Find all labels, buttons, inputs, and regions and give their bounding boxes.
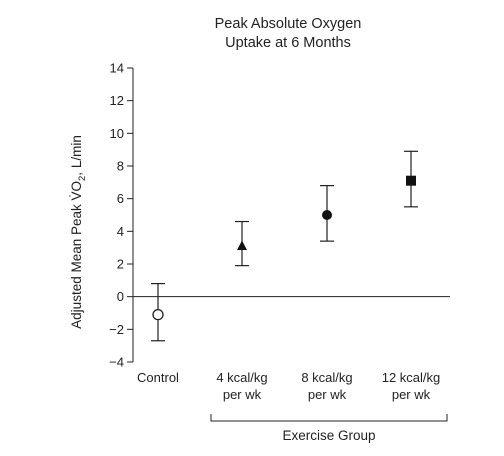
y-tick-label: −2: [109, 322, 124, 337]
data-point-square: [406, 175, 416, 186]
data-point-open-circle: [152, 308, 164, 321]
x-category-labels: Control 4 kcal/kg per wk 8 kcal/kg per wk 12 …: [137, 370, 440, 402]
x-category-label: per wk: [223, 387, 262, 402]
y-axis-label: Adjusted Mean Peak V̇O2, L/min: [69, 135, 88, 329]
y-tick-label: 4: [117, 224, 124, 239]
chart-title-line-1: Peak Absolute Oxygen: [215, 16, 362, 32]
y-tick-label: 14: [110, 61, 124, 76]
y-axis: −4 −2 0 2 4 6 8 10 12 14: [109, 61, 134, 370]
y-tick-label: −4: [109, 355, 124, 370]
y-axis-label-main: Adjusted Mean Peak V̇O: [69, 181, 84, 329]
y-axis-label-unit: , L/min: [69, 135, 84, 176]
data-points: [151, 150, 418, 342]
x-category-label: 8 kcal/kg: [301, 370, 352, 385]
exercise-group-label: Exercise Group: [282, 428, 375, 443]
y-tick-label: 8: [117, 159, 124, 174]
x-category-label: 4 kcal/kg: [216, 370, 267, 385]
y-axis-label-subscript: 2: [77, 176, 88, 181]
y-tick-label: 10: [110, 126, 124, 141]
x-category-label: per wk: [308, 387, 347, 402]
data-point-triangle: [237, 240, 247, 251]
y-tick-label: 6: [117, 191, 124, 206]
chart-title-line-2: Uptake at 6 Months: [225, 35, 351, 51]
exercise-group-bracket: [210, 414, 448, 422]
data-point-filled-circle: [322, 210, 332, 220]
x-category-label: Control: [137, 370, 179, 385]
y-tick-label: 12: [110, 93, 124, 108]
x-category-label: per wk: [392, 387, 431, 402]
x-category-label: 12 kcal/kg: [382, 370, 441, 385]
y-tick-label: 2: [117, 257, 124, 272]
y-tick-label: 0: [117, 289, 124, 304]
